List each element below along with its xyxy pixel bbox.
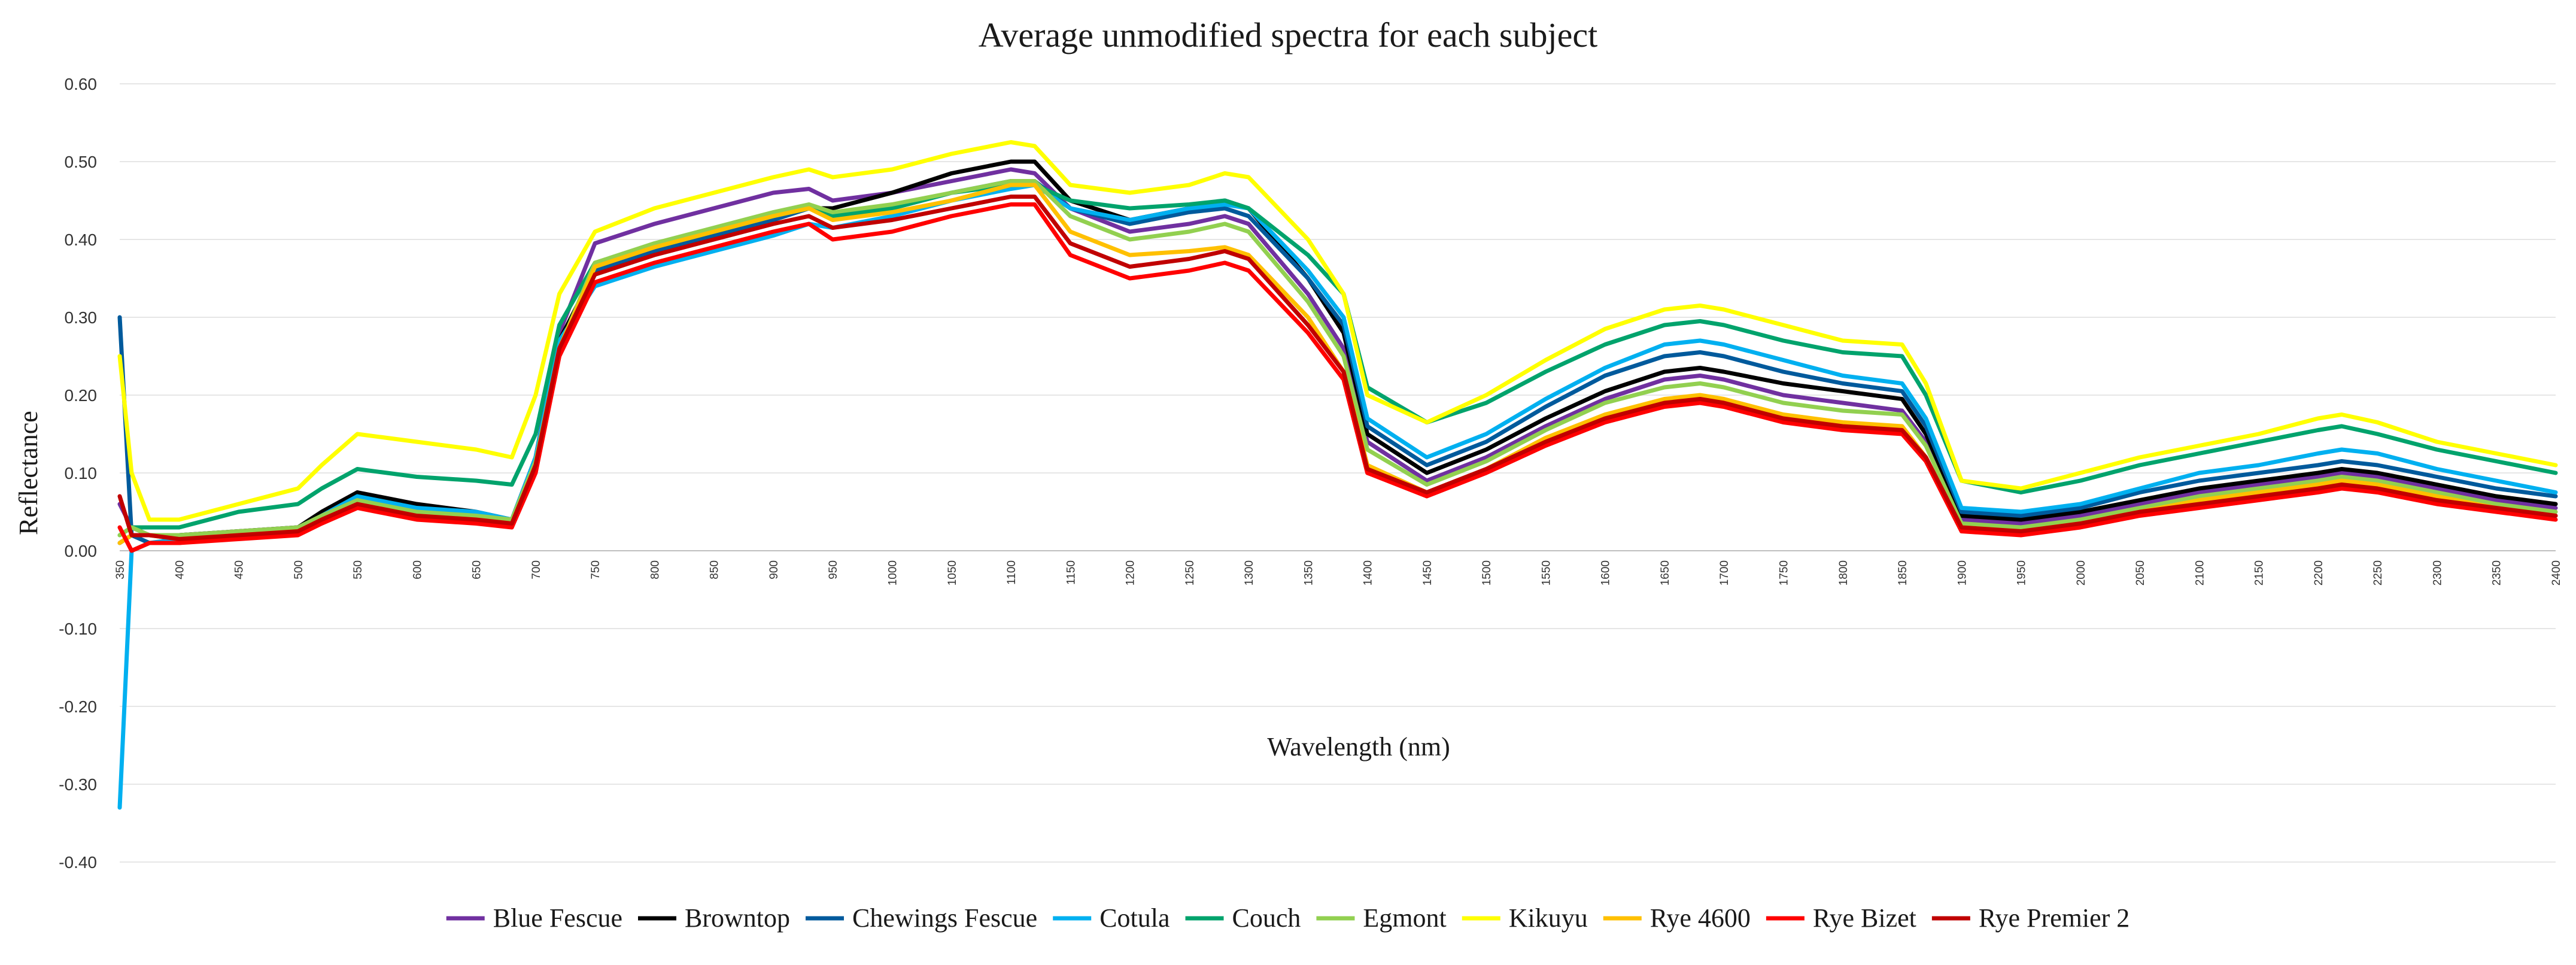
x-tick-label: 2000 (2075, 560, 2088, 585)
x-tick-label: 2350 (2491, 560, 2504, 585)
x-tick-label: 2400 (2550, 560, 2563, 585)
series-lines (117, 140, 2558, 810)
x-tick-label: 2300 (2431, 560, 2444, 585)
x-tick-label: 500 (293, 560, 305, 579)
x-tick-label: 550 (352, 560, 364, 579)
x-tick-label: 350 (114, 560, 127, 579)
x-tick-label: 1150 (1065, 560, 1077, 585)
legend: Blue Fescue Browntop Chewings Fescue Cotula… (446, 903, 2130, 933)
legend-label: Browntop (685, 903, 790, 933)
y-tick-label: -0.40 (59, 853, 97, 872)
x-tick-label: 400 (174, 560, 186, 579)
x-tick-label: 750 (590, 560, 602, 579)
y-tick-label: -0.10 (59, 620, 97, 638)
x-tick-label: 1850 (1897, 560, 1909, 585)
gridlines (120, 83, 2556, 863)
x-axis-ticks: 350 400 450 500 550 600 650 700 750 800 850 900 950 1… (114, 560, 2563, 585)
legend-item-rye-premier-2: Rye Premier 2 (1931, 903, 2130, 933)
x-tick-label: 900 (768, 560, 780, 579)
legend-label: Egmont (1363, 903, 1446, 933)
y-tick-label: 0.60 (65, 75, 98, 93)
y-tick-label: 0.20 (65, 386, 98, 405)
series-line-egmont (117, 179, 2558, 538)
y-tick-label: 0.10 (65, 464, 98, 482)
y-tick-label: 0.50 (65, 153, 98, 171)
x-tick-label: 2200 (2313, 560, 2325, 585)
x-tick-label: 1950 (2016, 560, 2028, 585)
y-tick-label: -0.20 (59, 697, 97, 716)
legend-label: Rye Bizet (1813, 903, 1916, 933)
y-tick-label: 0.00 (65, 542, 98, 560)
x-tick-label: 1100 (1006, 560, 1018, 585)
legend-label: Blue Fescue (493, 903, 622, 933)
legend-label: Rye Premier 2 (1979, 903, 2130, 933)
x-tick-label: 1500 (1481, 560, 1493, 585)
x-tick-label: 850 (709, 560, 721, 579)
legend-item-kikuyu: Kikuyu (1462, 903, 1588, 933)
x-tick-label: 1400 (1362, 560, 1375, 585)
series-line-kikuyu (117, 140, 2558, 522)
x-tick-label: 1350 (1302, 560, 1315, 585)
x-tick-label: 700 (530, 560, 543, 579)
series-line-rye-premier-2 (117, 195, 2558, 541)
x-tick-label: 2150 (2253, 560, 2266, 585)
legend-label: Chewings Fescue (852, 903, 1037, 933)
x-tick-label: 600 (411, 560, 424, 579)
x-tick-label: 1750 (1778, 560, 1791, 585)
x-tick-label: 1050 (946, 560, 959, 585)
x-tick-label: 2050 (2134, 560, 2147, 585)
x-tick-label: 1450 (1421, 560, 1434, 585)
x-tick-label: 1300 (1243, 560, 1256, 585)
legend-item-chewings-fescue: Chewings Fescue (806, 903, 1037, 933)
series-line-couch (117, 183, 2558, 538)
legend-item-rye-4600: Rye 4600 (1603, 903, 1751, 933)
legend-label: Cotula (1099, 903, 1169, 933)
x-tick-label: 650 (471, 560, 484, 579)
y-axis-label: Reflectance (14, 411, 43, 535)
x-tick-label: 1200 (1125, 560, 1137, 585)
x-tick-label: 2100 (2194, 560, 2206, 585)
legend-label: Couch (1232, 903, 1301, 933)
chart-title: Average unmodified spectra for each subj… (979, 16, 1597, 54)
legend-item-rye-bizet: Rye Bizet (1766, 903, 1916, 933)
legend-item-couch: Couch (1185, 903, 1301, 933)
legend-label: Kikuyu (1509, 903, 1588, 933)
series-line-rye-bizet (117, 202, 2558, 553)
legend-item-egmont: Egmont (1316, 903, 1447, 933)
y-tick-label: 0.30 (65, 308, 98, 327)
legend-item-browntop: Browntop (638, 903, 790, 933)
x-tick-label: 450 (233, 560, 246, 579)
x-tick-label: 950 (827, 560, 840, 579)
x-tick-label: 1600 (1600, 560, 1612, 585)
legend-item-blue-fescue: Blue Fescue (446, 903, 622, 933)
x-tick-label: 1650 (1659, 560, 1672, 585)
x-tick-label: 2250 (2372, 560, 2384, 585)
y-tick-label: -0.30 (59, 775, 97, 794)
x-tick-label: 1250 (1184, 560, 1196, 585)
legend-item-cotula: Cotula (1053, 903, 1170, 933)
legend-label: Rye 4600 (1650, 903, 1751, 933)
x-tick-label: 1800 (1837, 560, 1850, 585)
x-axis-label: Wavelength (nm) (1267, 732, 1450, 761)
x-tick-label: 1550 (1540, 560, 1553, 585)
x-tick-label: 1700 (1718, 560, 1731, 585)
x-tick-label: 800 (649, 560, 661, 579)
x-tick-label: 1900 (1956, 560, 1969, 585)
y-axis-ticks: 0.60 0.50 0.40 0.30 0.20 0.10 0.00 -0.10 -0.20 -0… (59, 75, 97, 872)
x-tick-label: 1000 (886, 560, 899, 585)
y-tick-label: 0.40 (65, 230, 98, 249)
